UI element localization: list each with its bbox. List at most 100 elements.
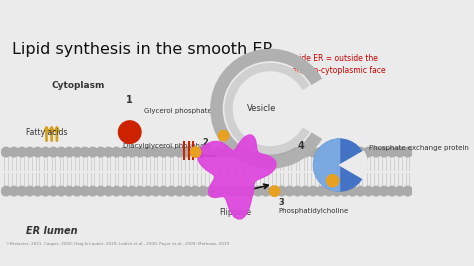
Circle shape (222, 186, 231, 196)
Circle shape (191, 186, 200, 196)
Text: Lipid synthesis in the smooth ER: Lipid synthesis in the smooth ER (12, 42, 273, 57)
Circle shape (49, 186, 58, 196)
Text: Flippase: Flippase (219, 209, 252, 217)
Circle shape (340, 186, 349, 196)
Text: Phosphate exchange protein: Phosphate exchange protein (369, 145, 469, 151)
Circle shape (356, 186, 365, 196)
Circle shape (1, 147, 11, 157)
Circle shape (269, 186, 280, 196)
Circle shape (285, 147, 294, 157)
Circle shape (56, 147, 66, 157)
Circle shape (285, 186, 294, 196)
Circle shape (119, 186, 129, 196)
Circle shape (403, 186, 412, 196)
Circle shape (253, 147, 263, 157)
Circle shape (128, 147, 137, 157)
Circle shape (324, 147, 334, 157)
Circle shape (387, 147, 397, 157)
Circle shape (64, 147, 74, 157)
Circle shape (314, 139, 365, 191)
Circle shape (277, 186, 286, 196)
Circle shape (348, 186, 357, 196)
Circle shape (9, 147, 19, 157)
Circle shape (206, 147, 216, 157)
Wedge shape (339, 151, 367, 179)
Circle shape (17, 147, 27, 157)
Circle shape (143, 186, 153, 196)
Circle shape (33, 147, 42, 157)
Circle shape (214, 147, 223, 157)
Text: ER lumen: ER lumen (26, 226, 77, 236)
Wedge shape (314, 139, 339, 191)
Circle shape (159, 147, 168, 157)
Circle shape (111, 147, 121, 157)
Circle shape (191, 147, 200, 157)
Circle shape (379, 186, 389, 196)
Text: Vesicle: Vesicle (247, 104, 276, 113)
Circle shape (143, 147, 153, 157)
Circle shape (403, 147, 412, 157)
Circle shape (364, 186, 373, 196)
Circle shape (182, 186, 192, 196)
Circle shape (269, 186, 279, 196)
Circle shape (174, 147, 184, 157)
Text: Inside ER = outside the
cell/non-cytoplasmic face: Inside ER = outside the cell/non-cytopla… (288, 54, 385, 75)
Text: 4: 4 (298, 142, 305, 151)
Circle shape (206, 186, 216, 196)
Circle shape (324, 186, 334, 196)
Circle shape (230, 186, 239, 196)
Circle shape (219, 130, 229, 141)
Circle shape (301, 186, 310, 196)
Circle shape (237, 147, 247, 157)
Circle shape (309, 147, 318, 157)
Circle shape (33, 186, 42, 196)
Circle shape (309, 186, 318, 196)
Circle shape (198, 186, 208, 196)
Circle shape (395, 186, 404, 196)
Circle shape (237, 186, 247, 196)
Circle shape (56, 186, 66, 196)
Circle shape (292, 147, 302, 157)
Circle shape (198, 147, 208, 157)
Circle shape (1, 186, 11, 196)
Text: Cytoplasm: Cytoplasm (52, 81, 105, 90)
Circle shape (88, 147, 98, 157)
Circle shape (316, 186, 326, 196)
Circle shape (9, 186, 19, 196)
Text: 2: 2 (202, 138, 209, 147)
Circle shape (332, 186, 342, 196)
Circle shape (104, 147, 113, 157)
Circle shape (301, 147, 310, 157)
Circle shape (96, 147, 105, 157)
Circle shape (292, 186, 302, 196)
Circle shape (80, 147, 90, 157)
Circle shape (167, 147, 176, 157)
Circle shape (17, 186, 27, 196)
Text: ©Brewster, 2021. Cooper, 2000; Haig & Lauber, 2019; Lodish et al., 2000; Payor e: ©Brewster, 2021. Cooper, 2000; Haig & La… (6, 242, 229, 246)
Text: 1: 1 (127, 95, 133, 105)
Circle shape (41, 186, 50, 196)
Text: Diacylglycerol phosphate: Diacylglycerol phosphate (123, 143, 211, 149)
Circle shape (135, 147, 145, 157)
Circle shape (277, 147, 286, 157)
Circle shape (340, 147, 349, 157)
Circle shape (104, 186, 113, 196)
Polygon shape (198, 135, 276, 219)
Text: 3: 3 (278, 198, 284, 207)
Circle shape (151, 186, 161, 196)
Circle shape (269, 147, 279, 157)
Circle shape (151, 147, 161, 157)
Circle shape (191, 147, 201, 157)
Circle shape (128, 186, 137, 196)
Circle shape (395, 147, 404, 157)
Circle shape (348, 147, 357, 157)
Circle shape (88, 186, 98, 196)
Circle shape (230, 147, 239, 157)
Circle shape (159, 186, 168, 196)
Circle shape (372, 186, 381, 196)
Circle shape (327, 174, 339, 187)
Circle shape (214, 186, 223, 196)
Circle shape (182, 147, 192, 157)
Text: Fatty acids: Fatty acids (26, 128, 67, 137)
Circle shape (316, 147, 326, 157)
